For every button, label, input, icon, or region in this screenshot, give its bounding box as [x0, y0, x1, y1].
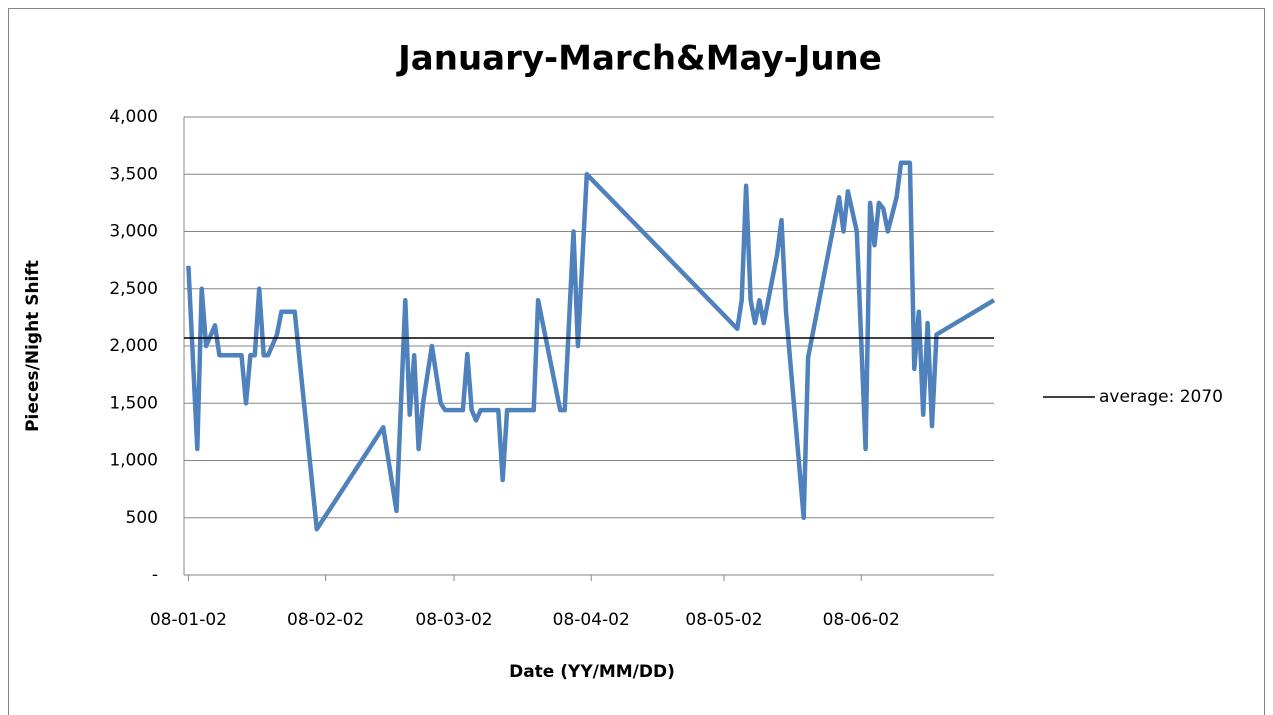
y-tick-label: 2,500 — [109, 279, 158, 299]
y-tick-label: 4,000 — [109, 107, 158, 127]
x-axis-title: Date (YY/MM/DD) — [509, 662, 675, 682]
legend-label: average: 2070 — [1099, 387, 1223, 407]
y-tick-label: 1,000 — [109, 451, 158, 471]
chart-border — [8, 8, 1265, 715]
y-tick-label: 3,500 — [109, 164, 158, 184]
x-tick-label: 08-04-02 — [553, 610, 630, 630]
x-tick-label: 08-02-02 — [287, 610, 364, 630]
y-axis-title: Pieces/Night Shift — [23, 260, 43, 432]
y-tick-label: 3,000 — [109, 222, 158, 242]
x-tick-label: 08-03-02 — [415, 610, 492, 630]
chart-title: January-March&May-June — [396, 39, 882, 79]
y-tick-label: 2,000 — [109, 336, 158, 356]
x-tick-label: 08-06-02 — [823, 610, 900, 630]
data-line — [186, 160, 996, 532]
y-tick-label: 500 — [126, 508, 158, 528]
y-tick-label: - — [152, 565, 158, 585]
x-tick-label: 08-05-02 — [685, 610, 762, 630]
y-tick-label: 1,500 — [109, 393, 158, 413]
x-tick-label: 08-01-02 — [150, 610, 227, 630]
